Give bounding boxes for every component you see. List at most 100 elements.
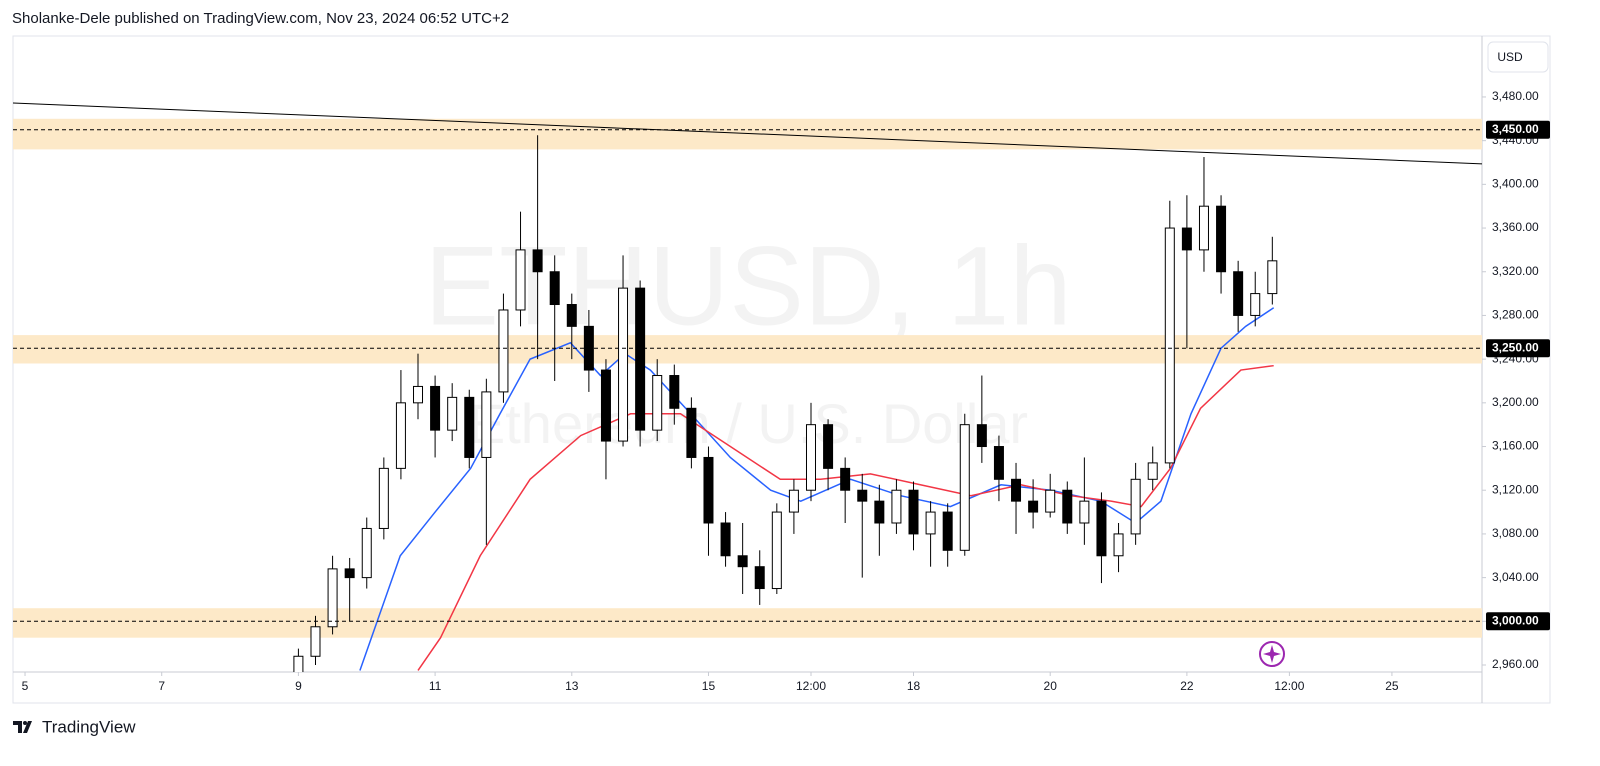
currency-button[interactable] bbox=[1487, 41, 1549, 73]
candle-body bbox=[395, 402, 406, 469]
publisher: Sholanke-Dele published on TradingView.c… bbox=[12, 10, 509, 27]
candle-body bbox=[600, 369, 611, 442]
candle-body bbox=[993, 446, 1004, 480]
candle-body bbox=[891, 489, 902, 524]
level-label: 3,450.00 bbox=[1492, 122, 1539, 136]
candle-body bbox=[1062, 489, 1073, 524]
candle-body bbox=[823, 424, 834, 469]
y-tick-label: 3,160.00 bbox=[1492, 439, 1539, 453]
candle-body bbox=[464, 396, 475, 458]
candle-body bbox=[447, 396, 458, 431]
level-label-bg bbox=[1486, 612, 1550, 631]
candle-body bbox=[310, 626, 321, 657]
candle-body bbox=[515, 249, 526, 311]
candle-body bbox=[618, 287, 629, 442]
y-tick-label: 3,040.00 bbox=[1492, 570, 1539, 584]
x-tick-label: 18 bbox=[907, 679, 921, 693]
candle-body bbox=[1233, 271, 1244, 316]
candle-body bbox=[840, 467, 851, 491]
x-tick-label: 12:00 bbox=[796, 679, 826, 693]
candle-body bbox=[1011, 478, 1022, 502]
frame bbox=[12, 35, 1551, 704]
y-tick-label: 3,280.00 bbox=[1492, 308, 1539, 322]
candle-body bbox=[959, 424, 970, 551]
candle-body bbox=[1164, 227, 1175, 464]
candle-body bbox=[1198, 205, 1209, 251]
candle-body bbox=[566, 304, 577, 327]
candle-body bbox=[976, 424, 987, 448]
candle-body bbox=[361, 527, 372, 579]
candle-body bbox=[686, 407, 697, 458]
candle-body bbox=[1216, 205, 1227, 273]
brand: TradingView bbox=[42, 717, 136, 736]
currency: USD bbox=[1497, 50, 1523, 64]
candle-body bbox=[805, 424, 816, 491]
watermark-subtitle: Ethereum / U.S. Dollar bbox=[468, 392, 1028, 455]
candle-body bbox=[1079, 500, 1090, 524]
logo bbox=[13, 721, 32, 733]
moving-average bbox=[417, 364, 1274, 671]
plot-area bbox=[13, 102, 1482, 672]
y-tick-label: 3,120.00 bbox=[1492, 482, 1539, 496]
x-tick-label: 25 bbox=[1385, 679, 1399, 693]
y-tick-label: 3,200.00 bbox=[1492, 395, 1539, 409]
candle-body bbox=[771, 511, 782, 590]
level-label: 3,250.00 bbox=[1492, 340, 1539, 354]
candle-body bbox=[344, 568, 355, 579]
x-tick-label: 11 bbox=[429, 679, 442, 693]
candle-body bbox=[1147, 462, 1158, 480]
candle-body bbox=[378, 467, 389, 529]
candle-body bbox=[669, 375, 680, 409]
y-tick-label: 3,480.00 bbox=[1492, 89, 1539, 103]
level-zone bbox=[13, 335, 1482, 364]
candle-body bbox=[788, 489, 799, 513]
candle-body bbox=[635, 287, 646, 431]
candle-body bbox=[1045, 489, 1056, 513]
candle-body bbox=[874, 500, 885, 524]
y-tick-label: 2,960.00 bbox=[1492, 657, 1539, 671]
x-tick-label: 22 bbox=[1180, 679, 1194, 693]
level-label-bg bbox=[1486, 339, 1550, 358]
candle-body bbox=[293, 655, 304, 672]
y-tick-label: 3,080.00 bbox=[1492, 526, 1539, 540]
x-tick-label: 15 bbox=[702, 679, 716, 693]
x-tick-label: 20 bbox=[1044, 679, 1058, 693]
candle-body bbox=[857, 489, 868, 502]
candle-body bbox=[430, 385, 441, 431]
candle-body bbox=[754, 566, 765, 590]
candle-body bbox=[1130, 478, 1141, 535]
x-tick-label: 12:00 bbox=[1274, 679, 1304, 693]
x-tick-label: 5 bbox=[22, 679, 29, 693]
candle-body bbox=[1267, 260, 1278, 295]
candle-body bbox=[549, 271, 560, 306]
candle-body bbox=[1113, 533, 1124, 557]
candle-body bbox=[1181, 227, 1192, 251]
candle-body bbox=[720, 522, 731, 557]
candle-body bbox=[498, 309, 509, 393]
star-icon[interactable] bbox=[1259, 641, 1285, 667]
y-tick-label: 3,400.00 bbox=[1492, 177, 1539, 191]
candle-body bbox=[652, 375, 663, 431]
candle-body bbox=[481, 391, 492, 458]
y-tick-label: 3,360.00 bbox=[1492, 220, 1539, 234]
candle-body bbox=[413, 385, 424, 404]
candle-body bbox=[925, 511, 936, 535]
trendline bbox=[13, 102, 1482, 165]
candle-body bbox=[1028, 500, 1039, 513]
level-zone bbox=[13, 608, 1482, 638]
moving-average bbox=[359, 307, 1275, 671]
candle-body bbox=[1250, 293, 1261, 316]
x-tick-label: 7 bbox=[158, 679, 165, 693]
candle-body bbox=[737, 555, 748, 568]
x-tick-label: 13 bbox=[565, 679, 579, 693]
candle-body bbox=[1096, 500, 1107, 557]
candle-body bbox=[327, 568, 338, 628]
candle-body bbox=[908, 489, 919, 535]
level-label-bg bbox=[1486, 120, 1550, 139]
watermark-title: ETHUSD, 1h bbox=[424, 224, 1071, 349]
x-tick-label: 9 bbox=[295, 679, 302, 693]
candle-body bbox=[532, 249, 543, 273]
candle-body bbox=[703, 456, 714, 524]
